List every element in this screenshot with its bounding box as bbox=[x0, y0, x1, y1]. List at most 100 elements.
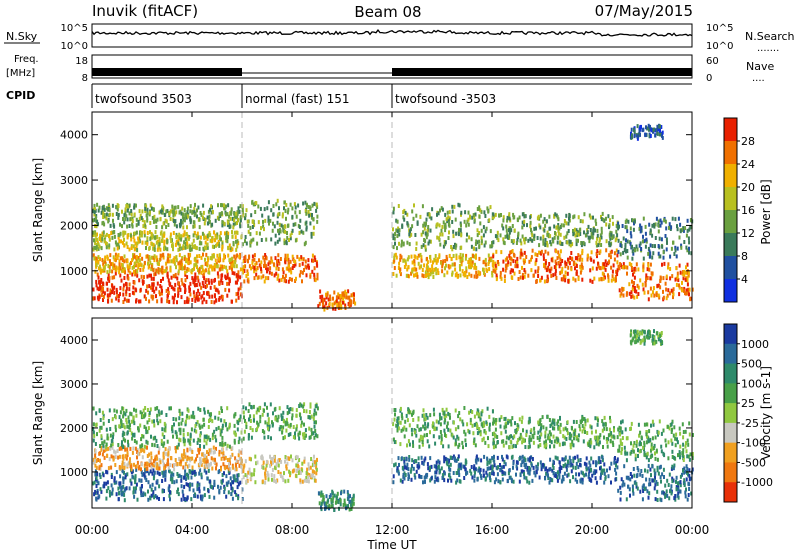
power-echo-band-0 bbox=[92, 270, 243, 305]
power-cbar-label-5: 8 bbox=[741, 250, 748, 263]
power-ylabel: Slant Range [km] bbox=[31, 158, 45, 262]
velocity-cbar-label-4: -25 bbox=[741, 417, 759, 430]
power-cbar-label-4: 12 bbox=[741, 227, 755, 240]
velocity-cbar-label-0: 1000 bbox=[741, 338, 769, 351]
velocity-cbar-swatch-3 bbox=[724, 383, 737, 404]
velocity-cbar-swatch-6 bbox=[724, 442, 737, 463]
freq-tick-right-bottom: 0 bbox=[706, 73, 712, 84]
velocity-ytick-label-3: 4000 bbox=[60, 334, 88, 347]
nsearch-legend: ....... bbox=[757, 43, 779, 54]
power-echo-band-11 bbox=[617, 261, 694, 302]
nave-legend: .... bbox=[752, 73, 765, 84]
power-colorbar: 28 24 20 16 12 8 4 bbox=[723, 117, 755, 303]
power-y-axis: 1000 2000 3000 4000 bbox=[60, 129, 692, 278]
power-ytick-label-3: 4000 bbox=[60, 129, 88, 142]
nsky-tick-left-top: 10^5 bbox=[61, 23, 88, 34]
power-echo-band-7 bbox=[392, 252, 494, 280]
cpid-segment-2: twofsound -3503 bbox=[395, 92, 496, 106]
freq-tick-left-bottom: 8 bbox=[82, 73, 88, 84]
velocity-cbar-label-1: 500 bbox=[741, 358, 762, 371]
freq-panel bbox=[91, 54, 693, 79]
date-title: 07/May/2015 bbox=[595, 2, 693, 20]
velocity-echo-band-6 bbox=[392, 454, 494, 485]
nave-label: Nave bbox=[746, 60, 774, 73]
velocity-echo-band-2 bbox=[92, 406, 243, 450]
power-echo-band-1 bbox=[92, 252, 244, 275]
velocity-cbar-swatch-1 bbox=[724, 343, 737, 365]
power-cbar-label-3: 16 bbox=[741, 204, 755, 217]
freq-band-2 bbox=[392, 68, 692, 76]
nsky-trace bbox=[91, 29, 693, 37]
cpid-segment-0: twofsound 3503 bbox=[95, 92, 192, 106]
velocity-echo-band-3 bbox=[242, 454, 318, 485]
cpid-label: CPID bbox=[6, 89, 35, 102]
freq-tick-right-top: 60 bbox=[706, 56, 719, 67]
power-ytick-label-2: 3000 bbox=[60, 174, 88, 187]
velocity-echo-band-10 bbox=[617, 463, 694, 503]
freq-label-1: Freq. bbox=[14, 54, 39, 65]
cpid-segments: twofsound 3503 normal (fast) 151 twofsound… bbox=[91, 84, 496, 108]
power-data bbox=[92, 112, 694, 312]
x-tick-label-1: 04:00 bbox=[175, 523, 210, 537]
power-echo-band-9 bbox=[492, 248, 619, 284]
power-cbar-swatch-5 bbox=[724, 233, 737, 257]
nsky-label: N.Sky bbox=[6, 30, 38, 43]
cpid-segment-1: normal (fast) 151 bbox=[245, 92, 349, 106]
power-cbar-swatch-3 bbox=[724, 187, 737, 211]
velocity-cbar-swatch-7 bbox=[724, 462, 737, 483]
power-cbar-label-2: 20 bbox=[741, 181, 755, 194]
power-echo-band-3 bbox=[92, 202, 244, 230]
velocity-ylabel: Slant Range [km] bbox=[31, 361, 45, 465]
power-echo-band-2 bbox=[92, 230, 244, 253]
velocity-echo-band-0 bbox=[92, 467, 244, 503]
velocity-echo-band-4 bbox=[242, 402, 319, 441]
x-tick-label-3: 12:00 bbox=[375, 523, 410, 537]
velocity-cbar-swatch-8 bbox=[724, 482, 737, 503]
nsky-tick-right-top: 10^5 bbox=[706, 23, 733, 34]
velocity-cbar-label-7: -1000 bbox=[741, 476, 773, 489]
velocity-colorbar: 1000 500 100 25 -25 -100 -500 -1000 bbox=[723, 323, 773, 503]
freq-band-0 bbox=[92, 68, 242, 76]
x-tick-label-2: 08:00 bbox=[275, 523, 310, 537]
velocity-data bbox=[92, 318, 694, 512]
velocity-cbar-swatch-0 bbox=[724, 324, 737, 345]
x-tick-label-4: 16:00 bbox=[475, 523, 510, 537]
station-title: Inuvik (fitACF) bbox=[92, 2, 198, 20]
power-cbar-swatch-7 bbox=[724, 279, 737, 303]
x-axis-label: Time UT bbox=[366, 538, 417, 552]
x-tick-label-0: 00:00 bbox=[75, 523, 110, 537]
power-echo-band-12 bbox=[617, 216, 694, 261]
nsearch-label: N.Search bbox=[745, 30, 795, 43]
velocity-cbar-label-3: 25 bbox=[741, 397, 755, 410]
power-echo-band-4 bbox=[242, 253, 319, 284]
power-cbar-swatch-0 bbox=[724, 118, 737, 142]
power-cbar-swatch-2 bbox=[724, 164, 737, 188]
freq-trace bbox=[92, 68, 692, 76]
power-cbar-label-6: 4 bbox=[741, 273, 748, 286]
power-cbar-swatch-6 bbox=[724, 256, 737, 280]
velocity-cbar-label-6: -500 bbox=[741, 456, 766, 469]
velocity-echo-band-7 bbox=[392, 406, 494, 450]
velocity-ytick-label-2: 3000 bbox=[60, 378, 88, 391]
velocity-echo-band-11 bbox=[617, 419, 694, 463]
nsky-tick-left-bottom: 10^0 bbox=[61, 41, 88, 52]
velocity-echo-band-5 bbox=[317, 489, 355, 512]
velocity-cbar-label-5: -100 bbox=[741, 437, 766, 450]
power-cbar-label: Power [dB] bbox=[759, 179, 773, 244]
power-cbar-swatch-4 bbox=[724, 210, 737, 234]
velocity-cbar-label: Velocity [m s-1] bbox=[759, 366, 773, 460]
velocity-echo-band-1 bbox=[92, 445, 243, 472]
velocity-cbar-swatch-4 bbox=[724, 403, 737, 424]
x-tick-label-6: 00:00 bbox=[675, 523, 710, 537]
velocity-cbar-swatch-2 bbox=[724, 363, 737, 384]
power-ytick-label-1: 2000 bbox=[60, 219, 88, 232]
power-echo-band-13 bbox=[629, 123, 664, 141]
freq-tick-left-top: 18 bbox=[75, 56, 88, 67]
velocity-echo-band-12 bbox=[629, 329, 664, 346]
velocity-echo-band-9 bbox=[492, 414, 619, 450]
beam-title: Beam 08 bbox=[354, 3, 421, 21]
power-cbar-label-1: 24 bbox=[741, 158, 755, 171]
velocity-ytick-label-0: 1000 bbox=[60, 466, 88, 479]
time-axis: 00:00 04:00 08:00 12:00 16:00 20:00 00:00 bbox=[75, 112, 710, 537]
